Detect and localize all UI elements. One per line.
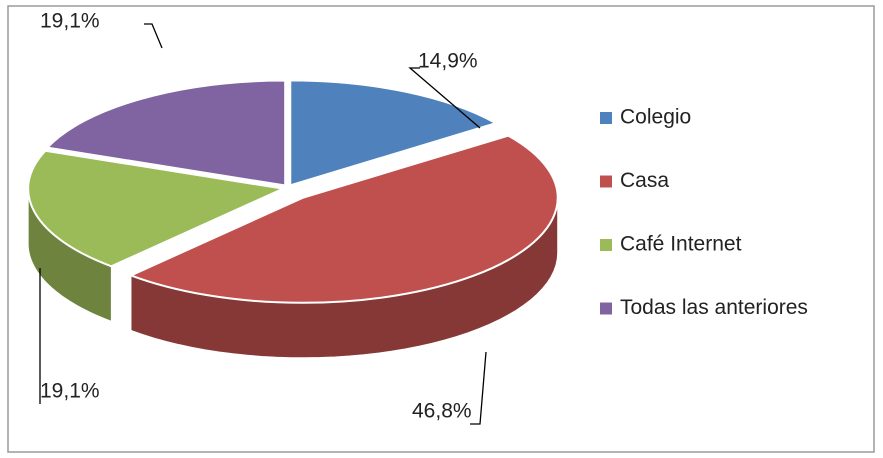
leader-line xyxy=(470,351,487,425)
slice xyxy=(128,134,559,304)
legend-label: Todas las anteriores xyxy=(620,296,808,319)
legend-swatch xyxy=(600,302,612,315)
slice xyxy=(45,79,287,187)
legend-swatch xyxy=(600,112,612,124)
leader-line xyxy=(144,23,163,49)
legend-swatch xyxy=(600,175,612,188)
legend-label: Colegio xyxy=(620,106,691,129)
data-label: 46,8% xyxy=(412,400,472,423)
legend-label: Casa xyxy=(620,169,669,192)
leader-line xyxy=(408,67,481,129)
legend-label: Café Internet xyxy=(620,233,742,256)
slice xyxy=(27,149,287,268)
data-label: 19,1% xyxy=(40,10,100,33)
slice xyxy=(289,79,499,187)
data-label: 19,1% xyxy=(40,380,100,403)
data-label: 14,9% xyxy=(418,50,478,73)
legend-swatch xyxy=(600,239,612,251)
